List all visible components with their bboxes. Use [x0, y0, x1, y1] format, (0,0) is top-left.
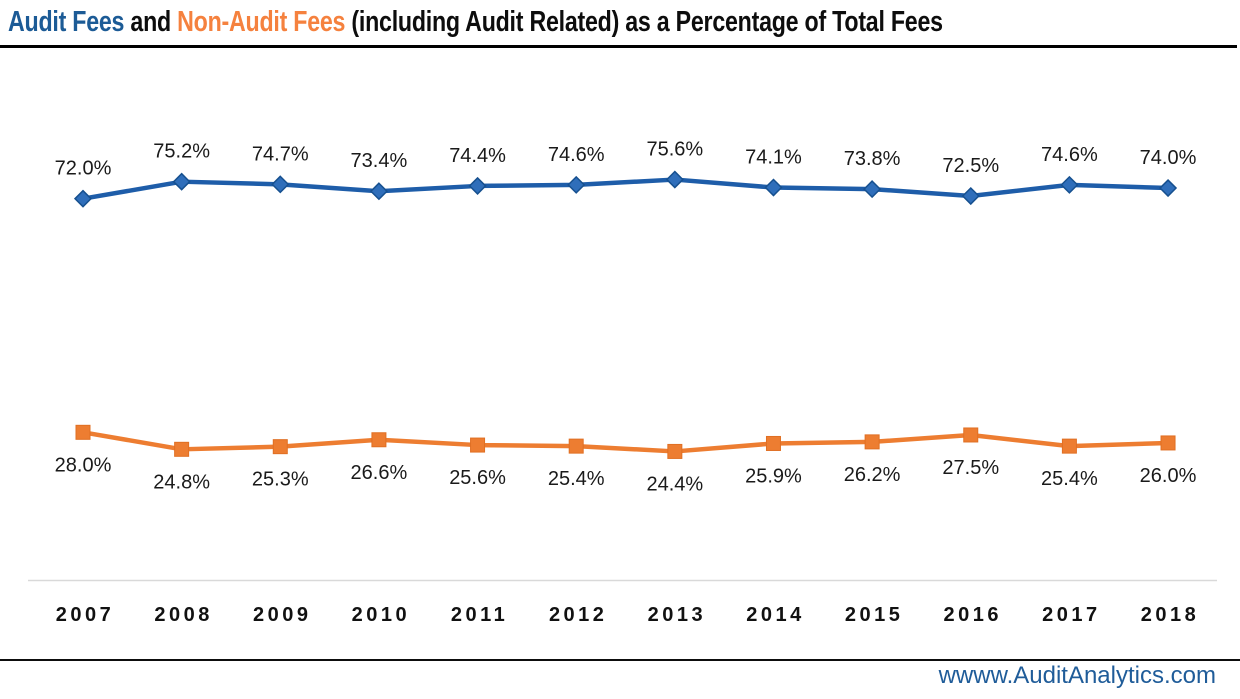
- data-label-non-audit-fees-including-audit-related-2010: 26.6%: [351, 462, 408, 484]
- x-axis-label-2010: 2010: [352, 604, 411, 626]
- title-segment-non-audit-fees: Non-Audit Fees: [177, 6, 346, 38]
- data-point-audit-fees-2015: [863, 180, 882, 199]
- x-axis-label-2007: 2007: [56, 604, 115, 626]
- data-point-non-audit-fees-including-audit-related-2012: [568, 438, 584, 454]
- data-point-non-audit-fees-including-audit-related-2009: [272, 439, 288, 455]
- x-axis-label-2015: 2015: [845, 604, 904, 626]
- data-label-audit-fees-2016: 72.5%: [942, 155, 999, 177]
- data-point-non-audit-fees-including-audit-related-2007: [75, 424, 91, 440]
- data-label-non-audit-fees-including-audit-related-2007: 28.0%: [55, 454, 112, 476]
- footer-divider: [0, 659, 1240, 661]
- data-point-non-audit-fees-including-audit-related-2014: [765, 435, 781, 451]
- data-label-non-audit-fees-including-audit-related-2015: 26.2%: [844, 464, 901, 486]
- data-point-audit-fees-2014: [764, 178, 783, 197]
- data-label-non-audit-fees-including-audit-related-2008: 24.8%: [153, 471, 210, 493]
- data-point-audit-fees-2007: [73, 189, 93, 208]
- x-axis-label-2009: 2009: [253, 604, 312, 626]
- data-point-audit-fees-2012: [567, 175, 586, 194]
- x-axis-label-2014: 2014: [746, 604, 805, 626]
- data-label-audit-fees-2017: 74.6%: [1041, 144, 1098, 166]
- data-label-non-audit-fees-including-audit-related-2011: 25.6%: [449, 467, 506, 489]
- data-point-non-audit-fees-including-audit-related-2008: [174, 441, 190, 457]
- chart-title: Audit Fees and Non-Audit Fees (including…: [8, 6, 1238, 39]
- data-label-non-audit-fees-including-audit-related-2009: 25.3%: [252, 469, 309, 491]
- data-point-audit-fees-2016: [961, 186, 980, 206]
- data-point-non-audit-fees-including-audit-related-2013: [667, 443, 683, 459]
- data-label-non-audit-fees-including-audit-related-2013: 24.4%: [646, 473, 703, 495]
- x-axis-label-2016: 2016: [944, 604, 1003, 626]
- title-segment-audit-fees: Audit Fees: [8, 6, 125, 38]
- data-label-audit-fees-2013: 75.6%: [646, 139, 703, 161]
- data-label-audit-fees-2007: 72.0%: [55, 158, 112, 180]
- data-label-audit-fees-2011: 74.4%: [449, 145, 506, 167]
- title-segment-and: and: [124, 6, 178, 38]
- data-label-non-audit-fees-including-audit-related-2016: 27.5%: [942, 457, 999, 479]
- x-axis-label-2008: 2008: [154, 604, 213, 626]
- data-point-non-audit-fees-including-audit-related-2016: [963, 427, 979, 443]
- x-axis-label-2012: 2012: [549, 604, 608, 626]
- chart-title-text: Audit Fees and Non-Audit Fees (including…: [8, 6, 943, 39]
- data-point-audit-fees-2018: [1158, 178, 1178, 198]
- x-axis-label-2011: 2011: [451, 604, 508, 626]
- x-axis-label-2017: 2017: [1042, 604, 1101, 626]
- data-point-non-audit-fees-including-audit-related-2017: [1061, 438, 1077, 454]
- data-label-non-audit-fees-including-audit-related-2017: 25.4%: [1041, 468, 1098, 490]
- data-label-audit-fees-2012: 74.6%: [548, 144, 605, 166]
- data-point-non-audit-fees-including-audit-related-2011: [470, 437, 486, 453]
- data-point-non-audit-fees-including-audit-related-2015: [864, 434, 880, 450]
- data-point-audit-fees-2008: [172, 172, 191, 191]
- x-axis-label-2013: 2013: [648, 604, 707, 626]
- data-label-audit-fees-2015: 73.8%: [844, 148, 901, 170]
- data-point-audit-fees-2009: [271, 175, 290, 194]
- x-axis-label-2018: 2018: [1141, 604, 1200, 626]
- data-point-audit-fees-2013: [665, 170, 684, 189]
- series-line-audit-fees: [80, 177, 1171, 201]
- data-label-non-audit-fees-including-audit-related-2014: 25.9%: [745, 465, 802, 487]
- data-label-audit-fees-2010: 73.4%: [351, 150, 408, 172]
- data-label-non-audit-fees-including-audit-related-2018: 26.0%: [1140, 465, 1197, 487]
- title-underline: [0, 45, 1237, 48]
- data-point-audit-fees-2010: [369, 182, 388, 201]
- data-point-non-audit-fees-including-audit-related-2010: [371, 432, 387, 448]
- data-point-audit-fees-2011: [468, 176, 487, 195]
- data-point-non-audit-fees-including-audit-related-2018: [1160, 435, 1176, 451]
- data-label-audit-fees-2009: 74.7%: [252, 143, 309, 165]
- data-label-audit-fees-2008: 75.2%: [153, 141, 210, 163]
- data-label-non-audit-fees-including-audit-related-2012: 25.4%: [548, 468, 605, 490]
- data-label-audit-fees-2018: 74.0%: [1140, 147, 1197, 169]
- title-segment-rest: (including Audit Related) as a Percentag…: [345, 6, 943, 38]
- data-point-audit-fees-2017: [1060, 175, 1079, 194]
- data-label-audit-fees-2014: 74.1%: [745, 147, 802, 169]
- series-line-non-audit-fees-including-audit-related: [80, 430, 1171, 454]
- footer-website-link[interactable]: wwww.AuditAnalytics.com: [938, 662, 1216, 689]
